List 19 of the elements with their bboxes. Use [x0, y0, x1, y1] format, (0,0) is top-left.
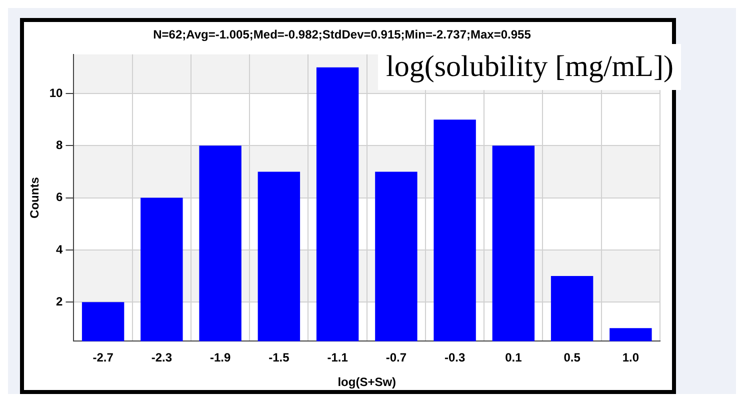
x-tick-label: 1.0 — [622, 350, 640, 365]
y-tick-label: 4 — [56, 242, 64, 256]
x-tick-label: -0.7 — [386, 350, 407, 365]
x-axis-title: log(S+Sw) — [338, 375, 396, 390]
chart-title: N=62;Avg=-1.005;Med=-0.982;StdDev=0.915;Min=-2.737;Max=0.955 — [153, 28, 532, 42]
x-tick-label: 0.5 — [564, 350, 581, 365]
y-tick-label: 10 — [49, 86, 64, 100]
annotation: log(solubility [mg/mL]) — [378, 44, 682, 90]
y-axis-title: Counts — [28, 176, 42, 218]
x-tick-label: -0.3 — [444, 350, 466, 365]
y-tick-label: 6 — [56, 190, 64, 204]
x-tick-label: -1.5 — [268, 350, 290, 365]
x-tick-label: -1.9 — [210, 350, 231, 365]
x-tick-label: -2.3 — [151, 350, 172, 365]
x-tick-label: -1.1 — [327, 350, 348, 365]
y-tick-label: 2 — [56, 294, 64, 308]
x-tick-label: -2.7 — [92, 350, 114, 365]
y-tick-label: 8 — [56, 138, 64, 152]
x-tick-label: 0.1 — [505, 350, 522, 365]
